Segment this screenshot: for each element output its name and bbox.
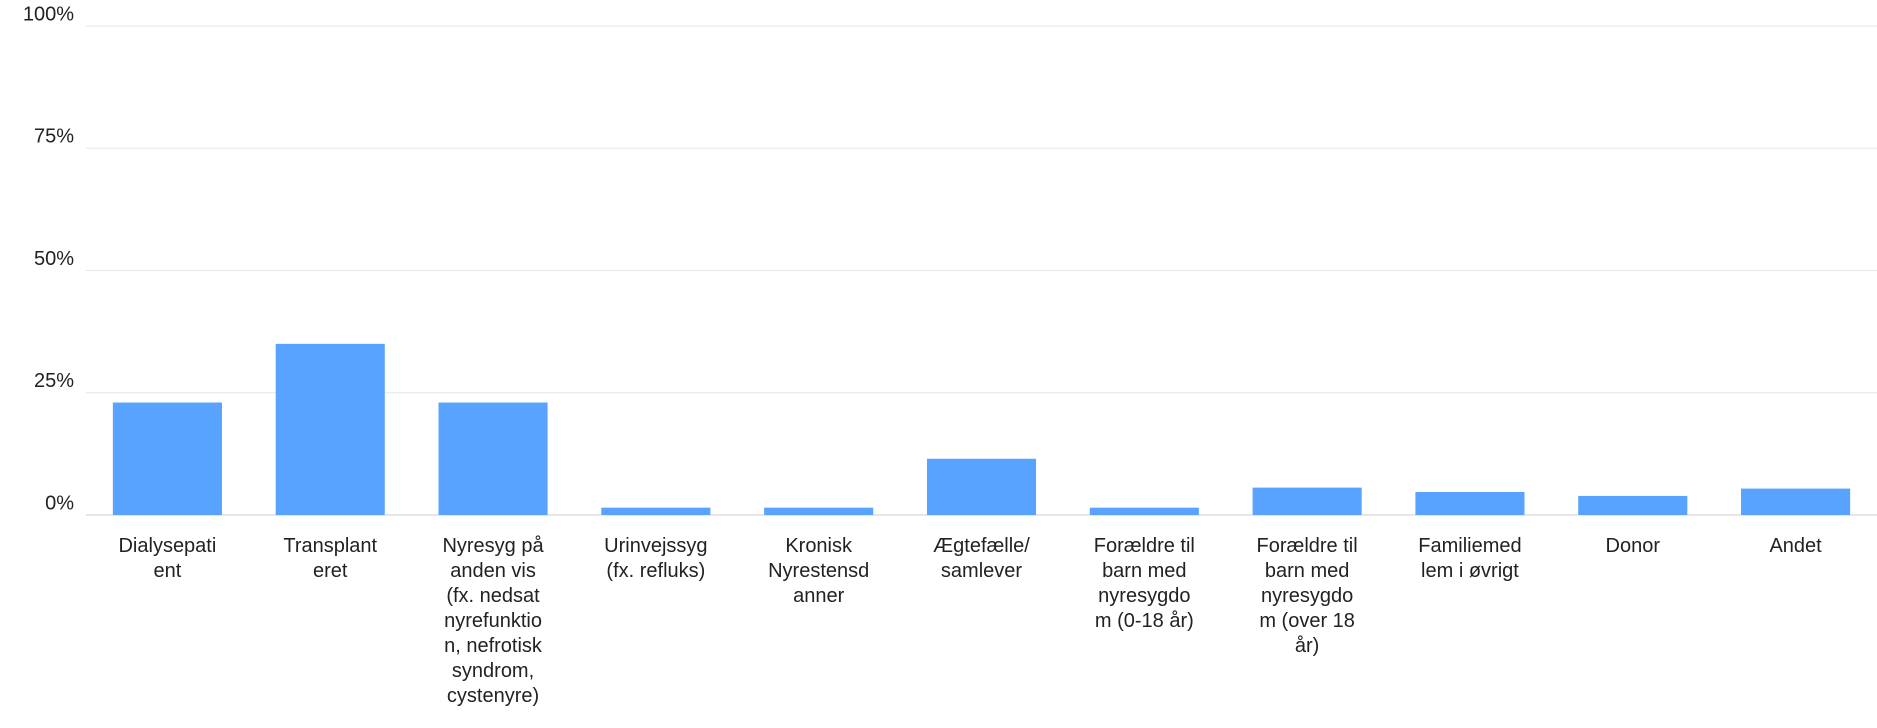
y-tick-label: 25% [34,370,74,392]
x-tick-label: Forældre til barn med nyresygdo m (over … [1256,535,1358,657]
bar [1415,492,1525,515]
bar [438,402,548,515]
x-tick-label: Nyresyg på anden vis (fx. nedsat nyrefun… [442,535,544,707]
bar [926,458,1037,515]
x-tick-label: Forældre til barn med nyresygdo m (0-18 … [1093,535,1195,632]
bar [601,507,711,515]
bar [764,507,874,515]
y-tick-label: 75% [34,126,74,148]
bar [1741,488,1851,515]
x-tick-label: Donor [1605,535,1660,557]
y-tick-label: 100% [23,3,74,25]
x-tick-label: Dialysepati ent [118,535,217,582]
bar [1252,487,1362,515]
x-tick-label: Transplant eret [283,535,378,582]
x-tick-label: Ægtefælle/ samlever [933,535,1030,582]
bar [1578,495,1688,515]
bar [275,343,385,515]
bar [112,402,222,515]
y-tick-label: 50% [34,248,74,270]
x-tick-label: Kronisk Nyrestensd anner [768,535,870,607]
bar [1089,507,1199,515]
x-tick-label: Familiemed lem i øvrigt [1418,535,1522,582]
x-tick-label: Urinvejssyg (fx. refluks) [604,535,708,582]
y-tick-label: 0% [45,492,74,514]
x-tick-label: Andet [1769,535,1822,557]
